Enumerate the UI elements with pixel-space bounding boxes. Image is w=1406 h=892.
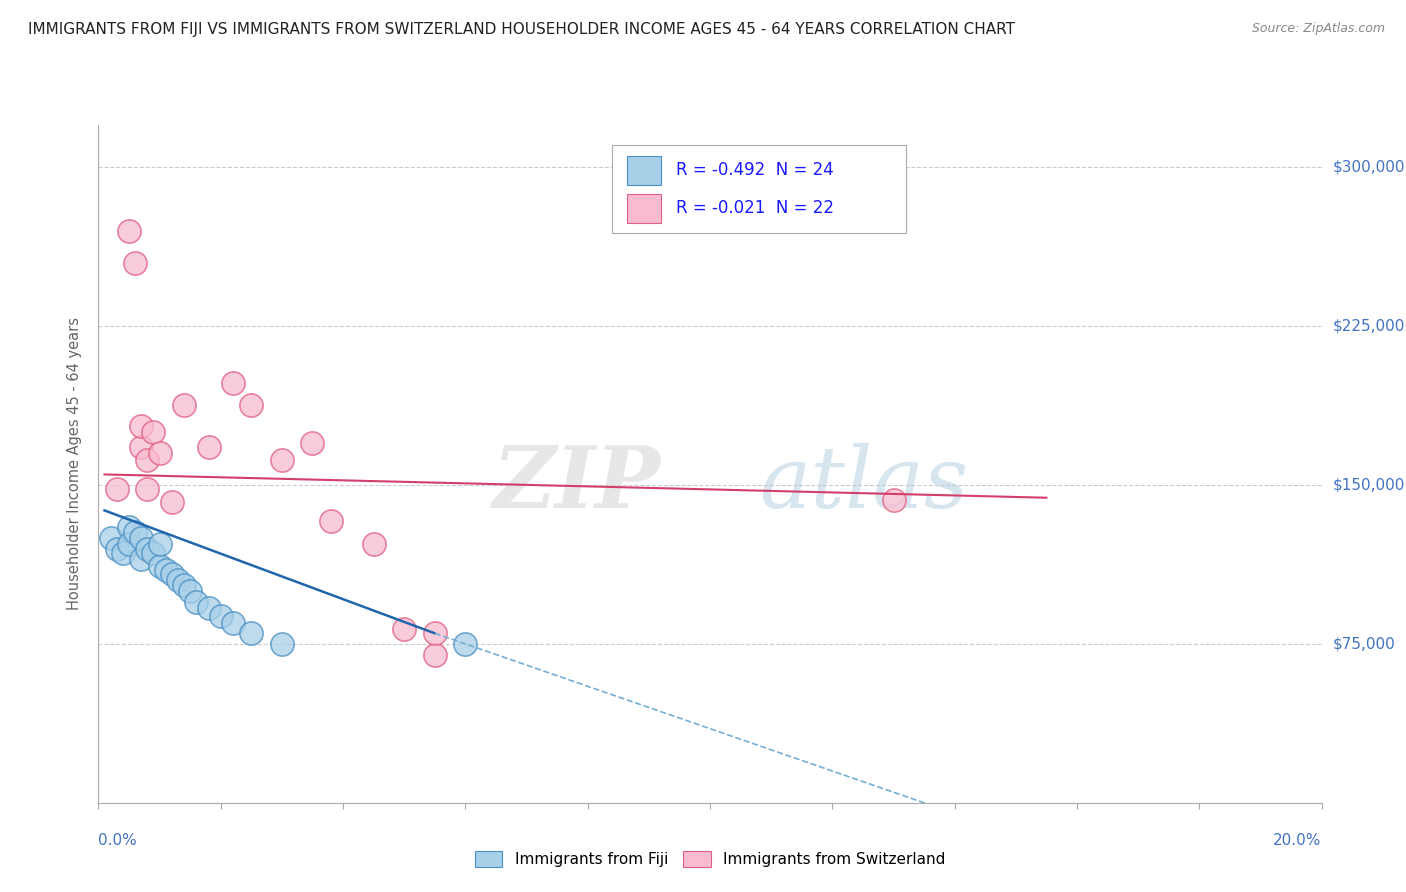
Text: IMMIGRANTS FROM FIJI VS IMMIGRANTS FROM SWITZERLAND HOUSEHOLDER INCOME AGES 45 -: IMMIGRANTS FROM FIJI VS IMMIGRANTS FROM … [28,22,1015,37]
Point [118,224,141,238]
Point [136,541,159,556]
Point [197,440,219,454]
Point [142,546,165,560]
Text: $75,000: $75,000 [1333,636,1396,651]
Point [167,574,190,588]
Point [179,583,201,598]
Point [100,531,122,545]
Point [173,577,195,591]
FancyBboxPatch shape [612,145,905,234]
Point [129,552,152,566]
Text: $225,000: $225,000 [1333,318,1405,334]
Point [222,376,245,391]
Point [392,622,416,636]
Text: R = -0.492  N = 24: R = -0.492 N = 24 [676,161,834,179]
Text: atlas: atlas [759,442,969,525]
Point [883,492,905,507]
Point [240,626,263,640]
Point [105,541,128,556]
Point [173,398,195,412]
Text: $300,000: $300,000 [1333,160,1405,175]
Text: 0.0%: 0.0% [98,833,138,848]
Point [136,482,159,496]
Point [129,440,152,454]
Point [160,495,183,509]
Point [111,546,134,560]
Point [186,594,208,608]
Point [129,418,152,433]
Point [423,626,446,640]
Point [136,452,159,467]
Point [363,537,385,551]
Point [124,255,146,269]
Point [105,482,128,496]
Point [155,563,177,577]
Point [240,398,263,412]
Legend: Immigrants from Fiji, Immigrants from Switzerland: Immigrants from Fiji, Immigrants from Sw… [468,845,952,873]
Text: $150,000: $150,000 [1333,477,1405,492]
Point [301,435,323,450]
Text: ZIP: ZIP [494,442,661,526]
Point [270,452,292,467]
Point [118,520,141,534]
Point [270,637,292,651]
Point [129,531,152,545]
Point [160,567,183,582]
Point [319,514,342,528]
Point [118,537,141,551]
Bar [627,194,661,222]
Point [423,648,446,662]
Point [142,425,165,439]
Point [149,537,172,551]
Point [124,524,146,539]
Text: Source: ZipAtlas.com: Source: ZipAtlas.com [1251,22,1385,36]
Point [222,615,245,630]
Text: R = -0.021  N = 22: R = -0.021 N = 22 [676,199,834,218]
Y-axis label: Householder Income Ages 45 - 64 years: Householder Income Ages 45 - 64 years [67,318,83,610]
Point [149,558,172,573]
Point [149,446,172,460]
Point [454,637,477,651]
Text: 20.0%: 20.0% [1274,833,1322,848]
Point [197,601,219,615]
Bar [627,156,661,185]
Point [209,609,232,624]
